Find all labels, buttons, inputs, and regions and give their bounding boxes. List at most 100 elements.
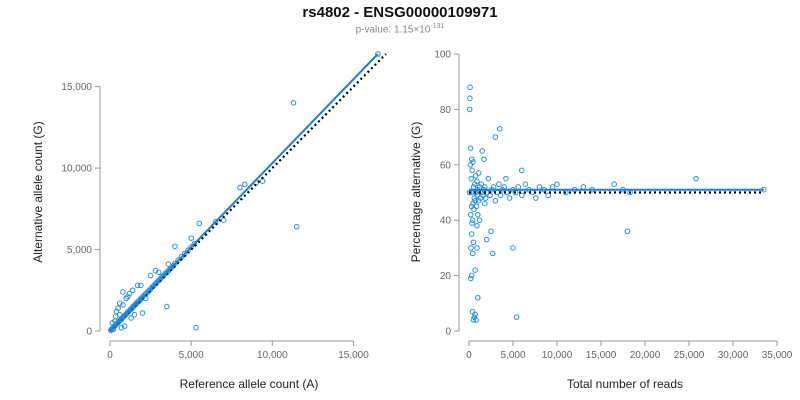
y-tick: 40: [440, 216, 459, 227]
data-point: [470, 239, 477, 246]
data-point: [481, 156, 487, 163]
percentage-scatter: Total number of reads Percentage alterna…: [409, 50, 793, 392]
y-tick-label: 5,000: [67, 245, 92, 256]
data-point: [624, 228, 631, 235]
data-point: [131, 311, 138, 318]
data-points: [466, 84, 767, 323]
data-point: [492, 198, 499, 204]
data-point: [237, 184, 243, 191]
y-tick-label: 10,000: [61, 164, 92, 175]
data-point: [467, 84, 473, 91]
pvalue-text: p-value: 1.15×10: [355, 24, 431, 36]
data-point: [165, 261, 172, 267]
x-tick: 15,000: [586, 341, 617, 361]
data-point: [482, 184, 488, 190]
data-point: [478, 181, 485, 187]
x-tick: 5,000: [179, 341, 204, 361]
data-point: [473, 317, 479, 323]
y-axis-label: Percentage alternative (G): [409, 122, 423, 263]
data-point: [488, 228, 494, 235]
x-axis-label: Total number of reads: [567, 377, 683, 391]
data-point: [469, 167, 475, 174]
x-tick: 25,000: [674, 341, 705, 361]
data-point: [506, 195, 513, 201]
data-point: [467, 211, 474, 218]
data-point: [476, 217, 483, 223]
data-point: [475, 294, 481, 301]
data-point: [126, 290, 133, 297]
data-point: [503, 175, 509, 182]
pvalue-subtitle: p-value: 1.15×10-131: [0, 23, 800, 35]
data-point: [469, 308, 476, 315]
data-point: [522, 181, 529, 187]
data-point: [128, 315, 134, 321]
data-point: [475, 211, 481, 218]
x-tick-label: 15,000: [338, 350, 369, 361]
y-tick: 100: [434, 50, 459, 61]
data-point: [545, 192, 552, 199]
data-point: [469, 220, 475, 226]
data-point: [469, 217, 476, 223]
y-tick-label: 0: [86, 327, 92, 338]
data-point: [123, 295, 130, 302]
data-point: [533, 195, 539, 201]
data-point: [139, 310, 146, 316]
data-point: [472, 311, 478, 318]
data-point: [471, 195, 478, 201]
x-tick: 5,000: [500, 341, 526, 361]
data-point: [693, 175, 699, 182]
data-point: [290, 100, 297, 106]
data-point: [468, 245, 474, 251]
x-tick: 10,000: [257, 341, 288, 361]
data-point: [469, 250, 476, 257]
x-tick-label: 0: [107, 350, 113, 361]
data-point: [515, 184, 522, 190]
y-tick: 60: [440, 160, 459, 171]
data-point: [492, 134, 499, 140]
data-point: [474, 245, 480, 251]
data-point: [115, 305, 121, 311]
y-tick-label: 40: [440, 216, 452, 227]
x-tick-label: 5,000: [179, 350, 204, 361]
x-tick-label: 5,000: [500, 350, 525, 361]
data-point: [474, 178, 480, 185]
data-point: [116, 311, 123, 318]
data-point: [536, 184, 543, 190]
data-point: [483, 236, 490, 243]
data-point: [470, 159, 476, 165]
data-point: [193, 324, 199, 331]
x-tick: 10,000: [542, 341, 573, 361]
data-point: [129, 287, 136, 294]
data-point: [474, 222, 480, 229]
data-point: [489, 250, 496, 257]
data-point: [468, 203, 475, 210]
data-point: [468, 231, 475, 237]
data-point: [196, 220, 203, 227]
data-point: [473, 203, 480, 210]
data-point: [482, 200, 488, 207]
pvalue-exponent: -131: [430, 23, 445, 30]
data-point: [474, 192, 481, 199]
y-tick-label: 20: [440, 271, 452, 282]
x-tick-label: 20,000: [630, 350, 661, 361]
data-point: [519, 167, 525, 174]
data-point: [471, 314, 478, 320]
y-axis-label: Alternative allele count (G): [31, 121, 45, 262]
y-tick-label: 15,000: [61, 82, 92, 93]
data-point: [259, 178, 266, 184]
data-point: [293, 223, 300, 230]
x-axis-label: Reference allele count (A): [180, 377, 319, 391]
y-tick-label: 80: [440, 105, 452, 116]
data-point: [138, 282, 144, 289]
x-tick-label: 25,000: [674, 350, 705, 361]
x-tick: 0: [107, 341, 113, 361]
fit-line: [109, 53, 379, 332]
data-point: [467, 145, 474, 151]
x-tick: 15,000: [338, 341, 369, 361]
data-point: [519, 192, 525, 199]
data-point: [147, 272, 154, 279]
y-tick-label: 60: [440, 160, 452, 171]
y-tick: 5,000: [67, 245, 100, 256]
data-point: [155, 269, 162, 276]
